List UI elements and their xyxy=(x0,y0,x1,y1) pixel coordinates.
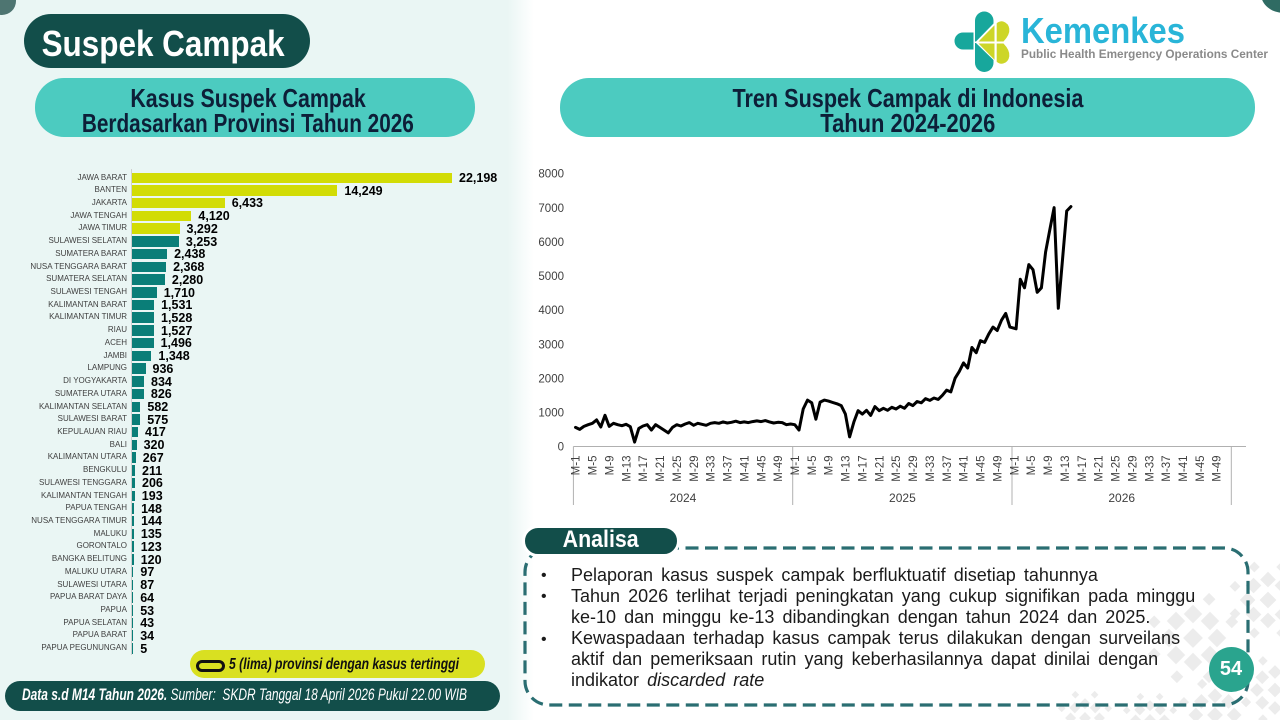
svg-text:8000: 8000 xyxy=(538,169,564,181)
svg-text:2025: 2025 xyxy=(889,491,916,505)
svg-text:M-1: M-1 xyxy=(571,456,583,476)
svg-text:1000: 1000 xyxy=(538,408,564,420)
svg-text:M-29: M-29 xyxy=(908,456,920,482)
svg-text:M-41: M-41 xyxy=(1178,456,1190,482)
svg-text:M-9: M-9 xyxy=(824,456,836,476)
svg-text:M-41: M-41 xyxy=(739,456,751,482)
svg-text:M-21: M-21 xyxy=(655,456,667,482)
svg-text:M-49: M-49 xyxy=(992,456,1004,482)
svg-text:M-37: M-37 xyxy=(942,456,954,482)
svg-text:M-49: M-49 xyxy=(1212,456,1224,482)
svg-text:M-45: M-45 xyxy=(1195,456,1207,482)
svg-text:0: 0 xyxy=(558,442,564,454)
svg-text:M-1: M-1 xyxy=(1009,456,1021,476)
svg-text:M-25: M-25 xyxy=(1111,456,1123,482)
svg-text:M-45: M-45 xyxy=(976,456,988,482)
svg-text:M-9: M-9 xyxy=(604,456,616,476)
svg-text:M-17: M-17 xyxy=(858,456,870,482)
svg-text:M-5: M-5 xyxy=(588,456,600,476)
svg-text:M-33: M-33 xyxy=(706,456,718,482)
svg-text:M-13: M-13 xyxy=(621,456,633,482)
svg-text:M-45: M-45 xyxy=(756,456,768,482)
svg-text:3000: 3000 xyxy=(538,339,564,351)
svg-text:6000: 6000 xyxy=(538,237,564,249)
svg-text:M-33: M-33 xyxy=(1144,456,1156,482)
svg-text:5000: 5000 xyxy=(538,271,564,283)
svg-text:M-37: M-37 xyxy=(723,456,735,482)
svg-text:M-13: M-13 xyxy=(1060,456,1072,482)
svg-text:M-49: M-49 xyxy=(773,456,785,482)
svg-text:M-25: M-25 xyxy=(672,456,684,482)
svg-text:M-5: M-5 xyxy=(1026,456,1038,476)
svg-text:M-33: M-33 xyxy=(925,456,937,482)
svg-text:M-9: M-9 xyxy=(1043,456,1055,476)
svg-text:4000: 4000 xyxy=(538,305,564,317)
svg-text:7000: 7000 xyxy=(538,203,564,215)
svg-text:M-37: M-37 xyxy=(1161,456,1173,482)
svg-text:M-13: M-13 xyxy=(841,456,853,482)
svg-text:2026: 2026 xyxy=(1108,491,1135,505)
svg-text:M-29: M-29 xyxy=(689,456,701,482)
svg-text:M-41: M-41 xyxy=(959,456,971,482)
svg-text:M-21: M-21 xyxy=(1094,456,1106,482)
svg-text:M-25: M-25 xyxy=(891,456,903,482)
svg-text:M-21: M-21 xyxy=(874,456,886,482)
svg-text:M-5: M-5 xyxy=(807,456,819,476)
svg-text:2000: 2000 xyxy=(538,373,564,385)
svg-text:M-17: M-17 xyxy=(638,456,650,482)
svg-text:M-1: M-1 xyxy=(790,456,802,476)
svg-text:M-29: M-29 xyxy=(1127,456,1139,482)
svg-text:2024: 2024 xyxy=(670,491,697,505)
svg-text:M-17: M-17 xyxy=(1077,456,1089,482)
